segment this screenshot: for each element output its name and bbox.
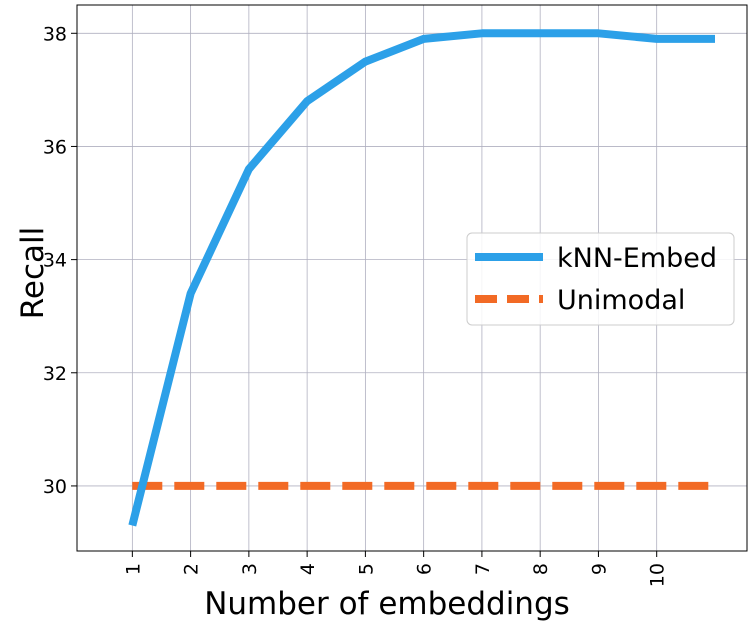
y-tick-label: 38 xyxy=(43,23,67,45)
series-line-knn-embed xyxy=(128,29,715,527)
x-tick-label: 4 xyxy=(297,563,319,575)
y-axis-label: Recall xyxy=(15,227,51,320)
series-layer xyxy=(128,29,715,527)
x-tick-label: 8 xyxy=(530,563,552,575)
x-tick-label: 6 xyxy=(414,563,436,575)
x-tick-label: 1 xyxy=(122,563,144,575)
x-tick-label: 10 xyxy=(647,563,669,587)
x-tick-label: 5 xyxy=(355,563,377,575)
x-tick-label: 2 xyxy=(181,563,203,575)
legend-label: Unimodal xyxy=(557,285,685,316)
x-tick-label: 9 xyxy=(588,563,610,575)
y-tick-label: 32 xyxy=(43,363,67,385)
x-tick-label: 3 xyxy=(239,563,261,575)
y-tick-label: 34 xyxy=(43,250,67,272)
x-axis-label: Number of embeddings xyxy=(204,586,570,622)
legend: kNN-Embed Unimodal xyxy=(466,232,735,326)
y-tick-label: 36 xyxy=(43,136,67,158)
plot-frame xyxy=(76,4,748,552)
x-tick-label: 7 xyxy=(472,563,494,575)
y-tick-label: 30 xyxy=(43,476,67,498)
legend-label: kNN-Embed xyxy=(557,243,717,274)
